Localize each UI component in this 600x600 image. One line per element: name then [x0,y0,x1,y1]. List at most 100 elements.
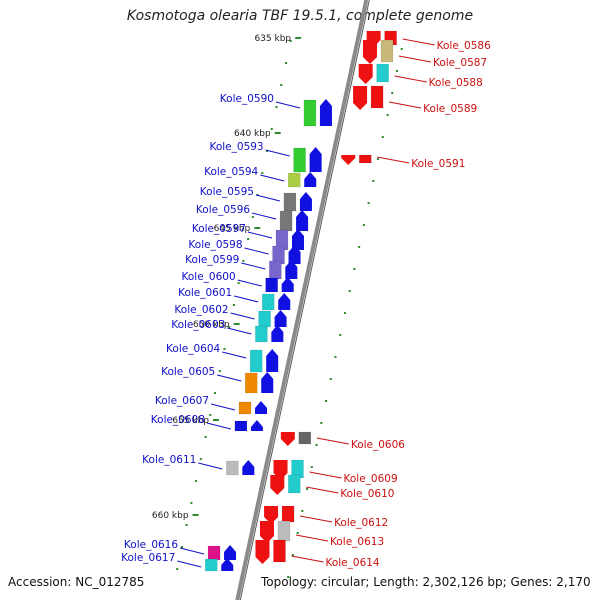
gene-label-left: Kole_0607 [155,395,209,407]
cog-block [265,277,278,293]
kbp-tick-label: 660 kbp [152,511,189,521]
genome-title: Kosmotoga olearia TBF 19.5.1, complete g… [126,8,474,24]
gene-leader-line [206,422,232,430]
tick-dot [180,546,183,548]
tick-dot [261,172,264,174]
forward-gene-arrow [291,229,304,250]
reverse-gene-arrow [353,86,368,110]
tick-dot [362,224,365,226]
tick-dot [353,268,356,270]
forward-gene-arrow [281,277,294,292]
kbp-tick-label: 650 kbp [193,320,230,330]
gene-leader-line [244,247,269,255]
tick-dot [377,158,380,160]
cog-block [287,172,301,188]
cog-block [258,310,271,328]
gene-label-left: Kole_0605 [161,366,215,378]
tick-dot [199,458,202,460]
forward-gene-arrow [299,192,312,211]
gene-label-right: Kole_0587 [433,57,487,69]
forward-gene-arrow [319,99,332,126]
cog-block [279,210,293,232]
tick-dot [289,40,292,42]
gene-label-right: Kole_0589 [423,103,477,115]
tick-dot [395,70,398,72]
tick-dot [287,576,290,578]
topology-label: Topology: circular; Length: 2,302,126 bp… [261,575,591,589]
cog-block [359,154,372,164]
cog-block [238,401,252,415]
tick-dot [372,180,375,182]
gene-leader-line [177,560,202,568]
reverse-gene-arrow [255,540,270,564]
gene-label-left: Kole_0597 [192,223,246,235]
forward-gene-arrow [296,210,309,231]
forward-gene-arrow [288,245,301,264]
gene-label-left: Kole_0603 [171,319,225,331]
tick-dot [228,326,231,328]
tick-dot [358,246,361,248]
reverse-gene-arrow [264,506,279,524]
tick-dot [381,136,384,138]
tick-dot [301,510,304,512]
gene-leader-line [402,38,435,46]
gene-label-left: Kole_0604 [166,343,220,355]
tick-dot [280,84,283,86]
forward-gene-arrow [242,460,255,475]
cog-block [376,63,389,83]
kbp-tick-label: 655 kbp [172,416,209,426]
gene-label-left: Kole_0599 [185,254,239,266]
tick-dot [400,48,403,50]
gene-leader-line [299,515,333,523]
tick-dot [367,202,370,204]
cog-block [370,85,384,109]
forward-gene-arrow [271,325,284,342]
tick-dot [315,444,318,446]
gene-leader-line [260,174,285,182]
reverse-gene-arrow [362,40,377,64]
tick-dot [209,414,212,416]
gene-leader-line [198,462,223,470]
gene-label-left: Kole_0593 [209,141,263,153]
gene-leader-line [377,156,410,164]
tick-dot [386,114,389,116]
gene-label-left: Kole_0608 [151,414,205,426]
cog-block [380,39,394,63]
axis-line-edge [239,0,370,600]
gene-leader-line [306,486,339,494]
gene-leader-line [255,194,281,202]
gene-label-right: Kole_0612 [334,517,388,529]
tick-dot [232,304,235,306]
cog-block [207,545,221,561]
gene-label-left: Kole_0590 [220,93,274,105]
tick-dot [334,356,337,358]
gene-leader-line [388,101,422,109]
tick-dot [270,128,273,130]
reverse-gene-arrow [270,475,285,495]
gene-label-right: Kole_0591 [411,158,465,170]
tick-dot [237,282,240,284]
gene-label-left: Kole_0595 [200,186,254,198]
tick-dot [339,334,342,336]
cog-block [205,558,218,572]
forward-gene-arrow [304,172,317,187]
gene-label-right: Kole_0610 [340,488,394,500]
gene-leader-line [251,212,277,220]
gene-label-right: Kole_0614 [325,557,379,569]
forward-gene-arrow [278,293,291,310]
gene-leader-line [291,555,324,563]
gene-label-left: Kole_0596 [196,204,250,216]
forward-gene-arrow [221,558,234,571]
tick-dot [320,422,323,424]
gene-leader-line [275,101,301,109]
gene-label-right: Kole_0606 [351,439,405,451]
gene-leader-line [241,262,266,270]
kbp-tick-label: 640 kbp [234,129,271,139]
reverse-gene-arrow [358,64,373,84]
gene-leader-line [398,55,432,63]
tick-dot [343,312,346,314]
tick-dot [275,106,278,108]
forward-gene-arrow [309,147,322,172]
tick-dot [223,348,226,350]
cog-block [234,420,248,432]
